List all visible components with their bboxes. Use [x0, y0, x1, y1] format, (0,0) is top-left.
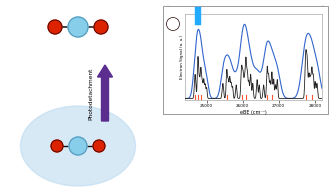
- Circle shape: [167, 18, 180, 30]
- Circle shape: [51, 140, 63, 152]
- Text: Photodetachment: Photodetachment: [89, 68, 94, 120]
- Ellipse shape: [165, 16, 181, 32]
- Circle shape: [94, 20, 108, 34]
- X-axis label: eBE (cm⁻¹): eBE (cm⁻¹): [240, 110, 267, 115]
- Circle shape: [48, 20, 62, 34]
- Ellipse shape: [209, 16, 225, 32]
- Circle shape: [210, 18, 223, 30]
- Circle shape: [273, 29, 284, 40]
- Circle shape: [308, 29, 319, 40]
- Circle shape: [289, 26, 303, 42]
- Circle shape: [68, 17, 88, 37]
- Y-axis label: Electron Signal (a. u.): Electron Signal (a. u.): [180, 35, 184, 79]
- Circle shape: [93, 140, 105, 152]
- Bar: [163, 6, 328, 114]
- Ellipse shape: [307, 27, 321, 41]
- Ellipse shape: [21, 106, 135, 186]
- FancyArrow shape: [98, 65, 113, 121]
- Circle shape: [69, 137, 87, 155]
- Circle shape: [186, 15, 204, 33]
- Ellipse shape: [271, 27, 285, 41]
